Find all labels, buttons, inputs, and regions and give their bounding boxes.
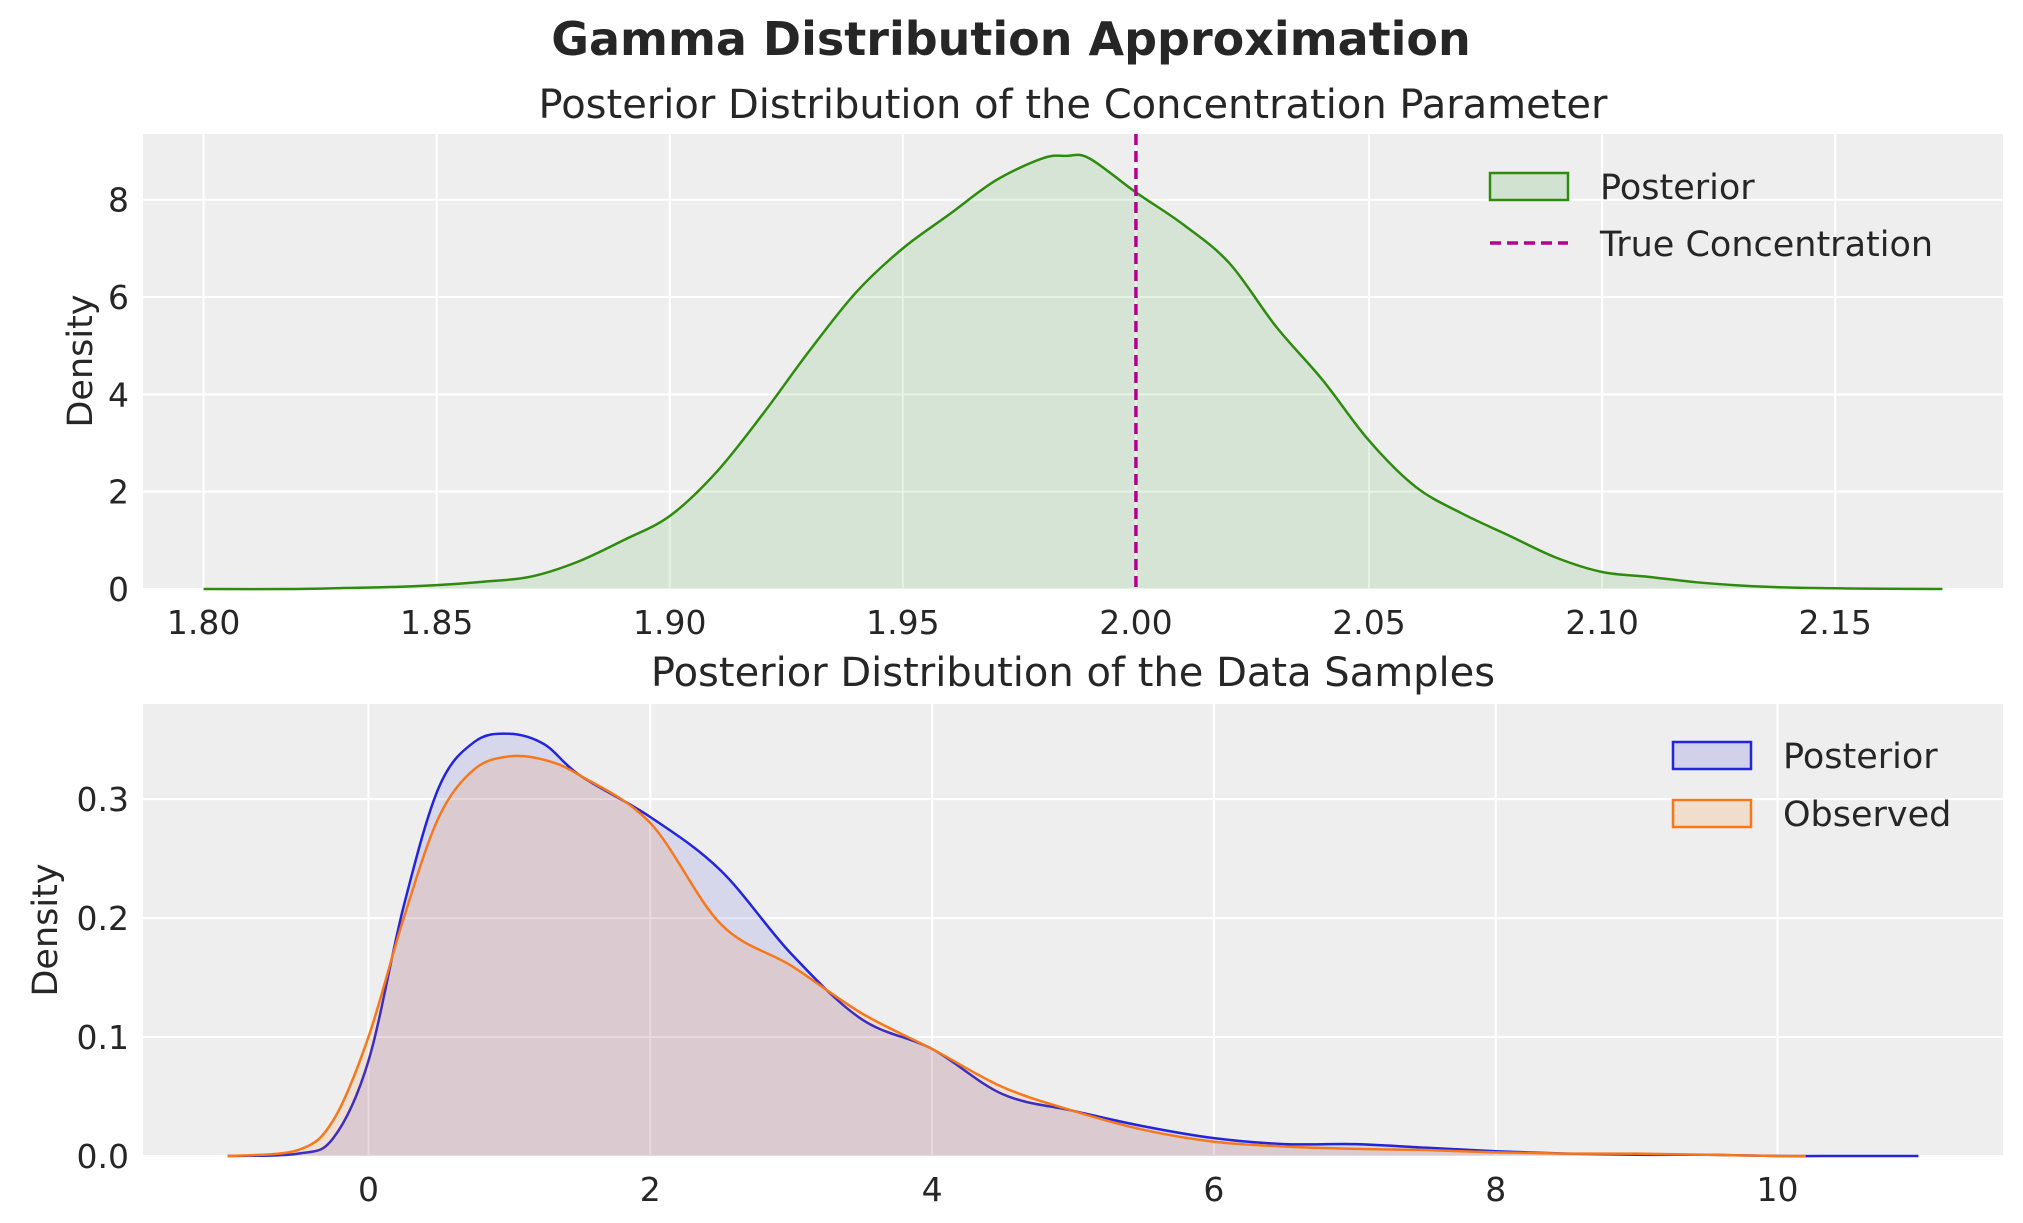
y-axis-label: Density	[26, 863, 66, 996]
y-tick-label: 0.2	[77, 899, 129, 938]
y-tick-label: 4	[108, 375, 129, 414]
x-tick-label: 1.85	[400, 603, 473, 642]
y-tick-label: 2	[108, 473, 129, 512]
series-layer	[203, 134, 1943, 591]
x-tick-label: 2.05	[1332, 603, 1405, 642]
x-tick-label: 10	[1757, 1170, 1799, 1209]
series-layer	[227, 732, 1919, 1158]
legend-label-posterior: Posterior	[1600, 168, 1755, 208]
y-tick-label: 0.1	[77, 1018, 129, 1057]
series-line-posterior	[203, 153, 1943, 591]
grid-layer	[143, 134, 2003, 590]
y-tick-labels: 0 2 4 6 8	[108, 181, 129, 609]
x-tick-label: 2.10	[1565, 603, 1638, 642]
plot-area	[143, 704, 2003, 1156]
x-tick-label: 0	[358, 1170, 379, 1209]
series-area-observed	[227, 755, 1806, 1157]
figure-suptitle: Gamma Distribution Approximation	[551, 12, 1471, 66]
panel-title: Posterior Distribution of the Data Sampl…	[651, 650, 1495, 696]
x-tick-label: 2.00	[1099, 603, 1172, 642]
legend: Posterior Observed	[1671, 737, 1951, 835]
x-tick-label: 1.80	[167, 603, 240, 642]
x-tick-label: 6	[1203, 1170, 1224, 1209]
series-area-posterior	[227, 733, 1919, 1157]
y-tick-label: 0	[108, 570, 129, 609]
y-tick-label: 8	[108, 181, 129, 220]
x-tick-label: 4	[922, 1170, 943, 1209]
series-line-observed	[227, 754, 1806, 1158]
y-tick-label: 0.3	[77, 780, 129, 819]
x-tick-label: 8	[1485, 1170, 1506, 1209]
y-tick-label: 0.0	[77, 1137, 129, 1176]
legend-label-true-concentration: True Concentration	[1599, 225, 1933, 265]
x-tick-label: 1.95	[866, 603, 939, 642]
series-area-posterior	[203, 154, 1943, 590]
x-tick-labels: 1.80 1.85 1.90 1.95 2.00 2.05 2.10 2.15	[167, 603, 1872, 642]
legend: Posterior True Concentration	[1488, 168, 1933, 265]
x-tick-label: 1.90	[633, 603, 706, 642]
panel-title: Posterior Distribution of the Concentrat…	[539, 82, 1609, 128]
y-tick-labels: 0.0 0.1 0.2 0.3	[77, 780, 129, 1176]
legend-swatch-posterior	[1488, 171, 1570, 202]
y-tick-label: 6	[108, 278, 129, 317]
legend-label-observed: Observed	[1783, 795, 1951, 835]
legend-swatch-posterior	[1671, 740, 1753, 771]
x-tick-labels: 0 2 4 6 8 10	[358, 1170, 1799, 1209]
x-tick-label: 2.15	[1798, 603, 1871, 642]
panel-concentration: Posterior Distribution of the Concentrat…	[61, 82, 2003, 642]
x-tick-label: 2	[640, 1170, 661, 1209]
legend-label-posterior: Posterior	[1783, 737, 1938, 777]
y-axis-label: Density	[61, 294, 101, 427]
plot-area	[143, 134, 2003, 589]
panel-data-samples: Posterior Distribution of the Data Sampl…	[26, 650, 2003, 1209]
legend-swatch-observed	[1671, 798, 1753, 829]
